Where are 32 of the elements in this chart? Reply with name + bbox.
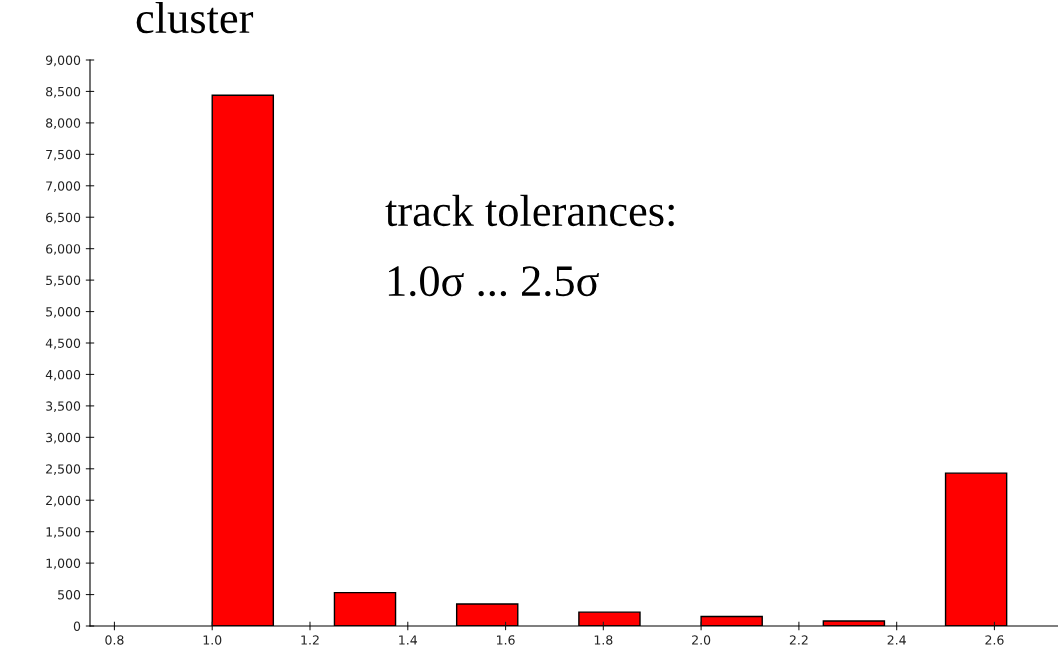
y-tick-label: 2,500 (46, 464, 81, 475)
y-tick-label: 7,500 (46, 149, 81, 161)
y-tick-label: 5,500 (46, 275, 81, 287)
y-tick-label: 7,000 (46, 181, 81, 192)
x-tick-label: 1.0 (203, 635, 222, 645)
y-tick-label: 4,500 (45, 338, 81, 350)
y-tick-label: 6,500 (46, 212, 81, 224)
x-tick-label: 1.4 (399, 635, 418, 645)
y-tick-label: 8,500 (46, 86, 81, 98)
x-tick-label: 1.6 (496, 635, 515, 645)
y-tick-label: 2,000 (46, 495, 81, 507)
y-tick-label: 3,000 (46, 432, 81, 444)
y-tick-label: 1,000 (46, 558, 81, 570)
x-tick-label: 2.6 (985, 635, 1004, 645)
x-tick-label: 0.8 (105, 635, 124, 645)
y-tick-label: 0 (73, 621, 81, 631)
x-tick-label: 2.0 (692, 635, 711, 645)
y-tick-label: 3,500 (46, 401, 81, 413)
y-tick-label: 9,000 (45, 55, 81, 67)
y-tick-label: 500 (58, 590, 81, 600)
annotation: 1.0σ ... 2.5σ (388, 266, 599, 297)
annotation: track tolerances: (385, 194, 674, 227)
x-tick-label: 2.4 (887, 635, 906, 645)
y-tick-label: 1,500 (46, 527, 81, 538)
x-tick-label: 1.2 (301, 635, 319, 645)
x-tick-label: 1.8 (594, 635, 613, 645)
y-tick-label: 8,000 (46, 118, 81, 130)
x-tick-label: 2.2 (789, 635, 808, 645)
chart-title: cluster (136, 2, 254, 34)
y-tick-label: 6,000 (46, 244, 81, 255)
y-tick-label: 5,000 (46, 307, 81, 318)
y-tick-label: 4,000 (45, 369, 81, 381)
